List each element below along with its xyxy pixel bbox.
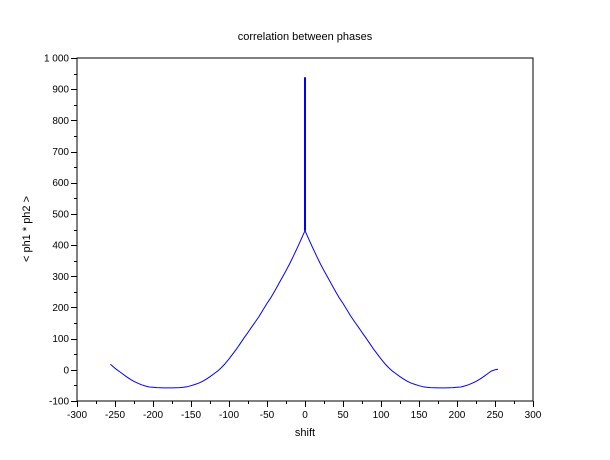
x-tick-label: 250 [487, 410, 504, 421]
y-tick-label: 500 [52, 209, 69, 220]
y-axis-label: < ph1 * ph2 > [21, 195, 33, 263]
y-tick-label: 800 [52, 116, 69, 127]
chart-title: correlation between phases [237, 31, 373, 43]
x-tick-label: -100 [219, 410, 239, 421]
x-tick-label: 200 [449, 410, 466, 421]
x-tick-label: 150 [411, 410, 428, 421]
correlation-curve [110, 230, 499, 389]
x-tick-label: 50 [337, 410, 349, 421]
y-tick-label: 300 [52, 272, 69, 283]
y-tick-label: 1 000 [44, 54, 69, 65]
x-tick-label: -200 [143, 410, 163, 421]
y-tick-label: 200 [52, 303, 69, 314]
x-tick-label: 300 [525, 410, 542, 421]
x-tick-label: 0 [302, 410, 308, 421]
x-tick-label: 100 [373, 410, 390, 421]
y-tick-label: 600 [52, 178, 69, 189]
y-tick-label: 900 [52, 85, 69, 96]
x-tick-label: -50 [260, 410, 275, 421]
y-tick-label: 0 [63, 365, 69, 376]
y-tick-label: 100 [52, 334, 69, 345]
y-tick-label: 400 [52, 241, 69, 252]
x-tick-label: -300 [67, 410, 87, 421]
x-tick-label: -150 [181, 410, 201, 421]
x-tick-label: -250 [105, 410, 125, 421]
y-tick-label: 700 [52, 147, 69, 158]
x-axis-label: shift [294, 427, 316, 439]
y-tick-label: -100 [49, 397, 69, 408]
